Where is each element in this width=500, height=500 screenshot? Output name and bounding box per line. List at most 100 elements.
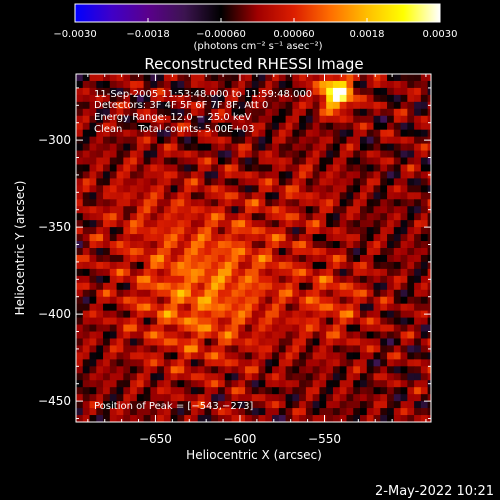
heatmap-cell	[245, 74, 253, 82]
heatmap-cell	[312, 74, 321, 82]
heatmap-cell	[292, 74, 300, 82]
heatmap-cell	[123, 80, 131, 89]
heatmap-cell	[332, 310, 341, 319]
footer-timestamp: 2-May-2022 10:21	[375, 484, 494, 499]
heatmap-cell	[231, 380, 239, 388]
heatmap-cell	[130, 282, 138, 291]
heatmap-cell	[116, 157, 124, 166]
heatmap-cell	[136, 415, 145, 422]
heatmap-cell	[238, 268, 246, 277]
heatmap-cell	[265, 338, 273, 347]
heatmap-cell	[332, 324, 341, 333]
heatmap-cell	[184, 331, 192, 340]
heatmap-cell	[258, 310, 266, 319]
heatmap-cell	[150, 261, 158, 270]
heatmap-cell	[157, 415, 165, 422]
heatmap-cell	[393, 87, 402, 96]
heatmap-cell	[157, 185, 165, 193]
heatmap-cell	[177, 108, 185, 117]
heatmap-cell	[305, 380, 314, 388]
heatmap-cell	[123, 415, 131, 422]
heatmap-cell	[360, 324, 368, 333]
heatmap-cell	[89, 150, 97, 159]
heatmap-cell	[96, 122, 104, 131]
heatmap-cell	[292, 415, 300, 422]
heatmap-cell	[96, 338, 104, 347]
heatmap-cell	[420, 185, 429, 193]
heatmap-cell	[292, 366, 300, 374]
heatmap-cell	[353, 122, 361, 131]
heatmap-cell	[319, 185, 327, 193]
heatmap-cell	[218, 80, 226, 89]
heatmap-cell	[258, 171, 266, 179]
heatmap-cell	[407, 296, 415, 305]
heatmap-cell	[420, 213, 429, 221]
heatmap-cell	[76, 178, 84, 186]
heatmap-cell	[312, 248, 321, 256]
heatmap-cell	[96, 227, 104, 235]
heatmap-cell	[177, 282, 185, 291]
heatmap-cell	[82, 164, 91, 173]
heatmap-cell	[177, 178, 185, 186]
heatmap-cell	[204, 248, 212, 256]
heatmap-cell	[380, 310, 388, 319]
heatmap-cell	[427, 338, 431, 347]
heatmap-cell	[190, 338, 199, 347]
heatmap-cell	[387, 324, 395, 333]
heatmap-cell	[238, 352, 246, 360]
heatmap-cell	[258, 331, 266, 340]
heatmap-cell	[204, 206, 212, 214]
heatmap-cell	[245, 373, 253, 381]
heatmap-cell	[136, 213, 145, 221]
heatmap-cell	[76, 94, 84, 103]
heatmap-cell	[238, 380, 246, 388]
heatmap-cell	[197, 80, 206, 89]
heatmap-cell	[380, 220, 388, 228]
heatmap-cell	[251, 129, 260, 138]
heatmap-cell	[265, 164, 273, 173]
heatmap-cell	[292, 227, 300, 235]
heatmap-cell	[326, 248, 334, 256]
heatmap-cell	[197, 150, 206, 159]
heatmap-cell	[393, 275, 402, 284]
heatmap-cell	[346, 115, 354, 124]
heatmap-cell	[346, 129, 354, 138]
axis-ticks: −650 −600 −550−300−350−400−450	[38, 74, 431, 446]
heatmap-cell	[163, 192, 172, 200]
heatmap-cell	[157, 171, 165, 179]
heatmap-cell	[387, 213, 395, 221]
heatmap-cell	[177, 164, 185, 173]
heatmap-cell	[224, 289, 233, 298]
heatmap-cell	[136, 261, 145, 270]
heatmap-cell	[123, 108, 131, 117]
heatmap-cell	[400, 206, 408, 214]
heatmap-cell	[89, 108, 97, 117]
heatmap-cell	[231, 87, 239, 96]
heatmap-cell	[400, 227, 408, 235]
heatmap-cell	[360, 359, 368, 367]
heatmap-cell	[197, 129, 206, 138]
heatmap-cell	[89, 248, 97, 256]
heatmap-cell	[292, 408, 300, 416]
heatmap-cell	[177, 227, 185, 235]
heatmap-cell	[157, 227, 165, 235]
heatmap-cell	[332, 282, 341, 291]
heatmap-cell	[251, 289, 260, 298]
heatmap-cell	[305, 178, 314, 186]
heatmap-cell	[312, 310, 321, 319]
heatmap-cell	[258, 373, 266, 381]
heatmap-cell	[400, 220, 408, 228]
heatmap-cell	[123, 317, 131, 326]
heatmap-cell	[89, 296, 97, 305]
heatmap-cell	[292, 108, 300, 117]
heatmap-cell	[407, 254, 415, 263]
heatmap-cell	[427, 401, 431, 409]
heatmap-cell	[123, 254, 131, 263]
heatmap-cell	[224, 310, 233, 319]
heatmap-cell	[292, 220, 300, 228]
heatmap-cell	[312, 178, 321, 186]
heatmap-cell	[150, 415, 158, 422]
heatmap-cell	[224, 394, 233, 402]
heatmap-cell	[407, 289, 415, 298]
heatmap-cell	[414, 178, 422, 186]
